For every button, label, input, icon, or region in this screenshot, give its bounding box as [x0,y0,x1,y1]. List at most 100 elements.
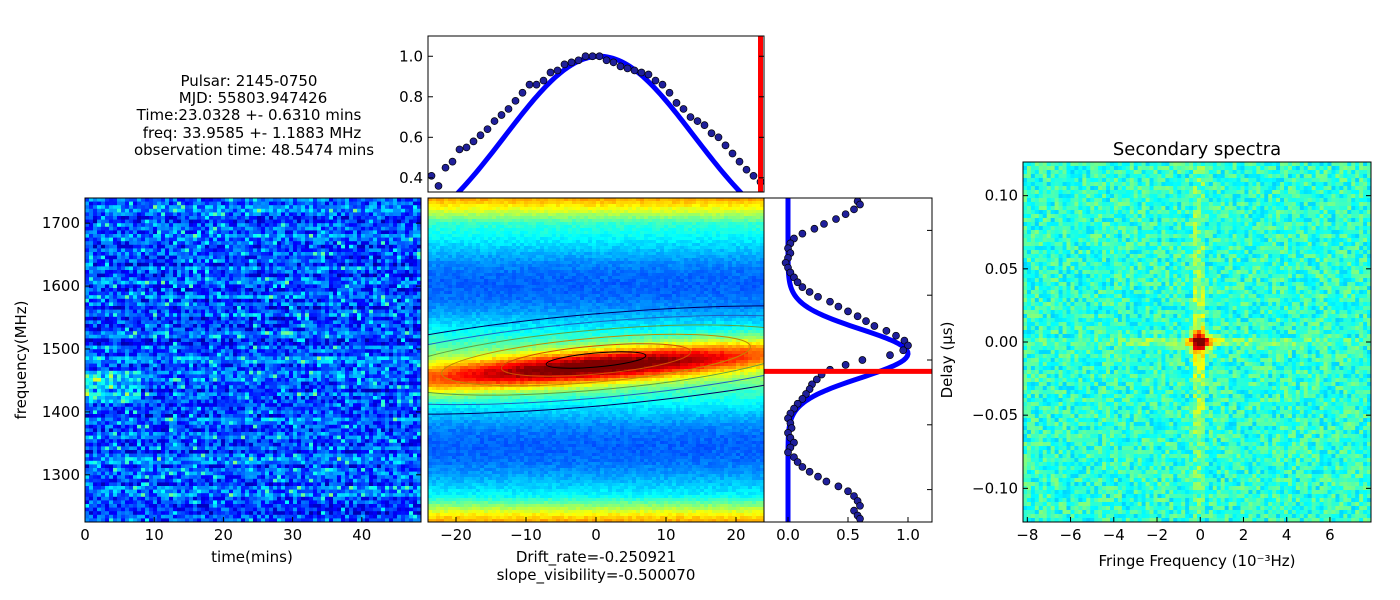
dynamic-spectrum-cell [353,291,358,296]
dynamic-spectrum-cell [305,241,310,246]
dynamic-spectrum-cell [101,313,106,318]
dynamic-spectrum-cell [321,255,326,260]
dynamic-spectrum-cell [165,270,170,274]
dynamic-spectrum-cell [201,406,206,411]
dynamic-spectrum-cell [205,309,210,314]
dynamic-spectrum-cell [361,388,366,393]
dynamic-spectrum-cell [289,237,294,242]
dynamic-spectrum-cell [413,219,418,224]
dynamic-spectrum-cell [321,385,326,390]
dynamic-spectrum-cell [269,255,274,260]
dynamic-spectrum-cell [229,324,234,328]
dynamic-spectrum-cell [193,248,198,253]
dynamic-spectrum-cell [325,237,330,242]
dynamic-spectrum-cell [365,205,370,210]
dynamic-spectrum-cell [329,270,334,274]
dynamic-spectrum-cell [253,309,258,314]
dynamic-spectrum-cell [289,302,294,307]
dynamic-spectrum-cell [341,360,346,364]
dynamic-spectrum-cell [137,399,142,404]
dynamic-spectrum-cell [301,331,306,336]
dynamic-spectrum-cell [233,280,238,285]
dynamic-spectrum-cell [225,360,230,364]
dynamic-spectrum-cell [241,342,246,346]
dynamic-spectrum-cell [257,212,262,217]
dynamic-spectrum-cell [289,392,294,397]
dynamic-spectrum-cell [197,331,202,336]
dynamic-spectrum-cell [221,316,226,321]
dynamic-spectrum-cell [185,198,190,202]
dynamic-spectrum-cell [313,349,318,354]
dynamic-spectrum-cell [221,291,226,296]
dynamic-spectrum-cell [293,352,298,357]
dynamic-spectrum-cell [369,302,374,307]
dynamic-spectrum-cell [293,234,298,238]
dynamic-spectrum-cell [213,298,218,303]
dynamic-spectrum-cell [225,349,230,354]
dynamic-spectrum-cell [165,198,170,202]
dynamic-spectrum-cell [417,306,421,310]
dynamic-spectrum-cell [257,385,262,390]
dynamic-spectrum-cell [333,295,338,300]
dynamic-spectrum-cell [385,316,390,321]
dynamic-spectrum-cell [257,392,262,397]
dynamic-spectrum-cell [93,338,98,343]
dynamic-spectrum-cell [241,280,246,285]
dynamic-spectrum-cell [213,410,218,415]
dynamic-spectrum-cell [409,302,414,307]
dynamic-spectrum-cell [253,370,258,375]
dynamic-spectrum-cell [297,262,302,267]
dynamic-spectrum-cell [125,298,130,303]
dynamic-spectrum-cell [169,237,174,242]
dynamic-spectrum-cell [349,338,354,343]
dynamic-spectrum-cell [85,313,90,318]
dynamic-spectrum-cell [185,270,190,274]
dynamic-spectrum-cell [145,320,150,325]
dynamic-spectrum-cell [161,259,166,264]
dynamic-spectrum-cell [305,223,310,228]
dynamic-spectrum-cell [361,381,366,386]
dynamic-spectrum-cell [409,374,414,379]
dynamic-spectrum-cell [153,367,158,372]
dynamic-spectrum-cell [301,266,306,271]
dynamic-spectrum-cell [313,252,318,256]
dynamic-spectrum-cell [293,230,298,235]
dynamic-spectrum-cell [257,388,262,393]
dynamic-spectrum-cell [105,298,110,303]
dynamic-spectrum-cell [297,324,302,328]
dynamic-spectrum-cell [101,316,106,321]
dynamic-spectrum-cell [397,291,402,296]
dynamic-spectrum-cell [173,367,178,372]
dynamic-spectrum-cell [181,331,186,336]
dynamic-spectrum-cell [89,262,94,267]
dynamic-spectrum-cell [321,266,326,271]
dynamic-spectrum-cell [285,327,290,332]
dynamic-spectrum-cell [153,262,158,267]
dynamic-spectrum-cell [205,399,210,404]
dynamic-spectrum-cell [369,277,374,282]
dynamic-spectrum-cell [353,363,358,368]
dynamic-spectrum-cell [385,370,390,375]
dynamic-spectrum-cell [241,266,246,271]
dynamic-spectrum-cell [185,255,190,260]
dynamic-spectrum-cell [217,403,222,408]
dynamic-spectrum-cell [301,244,306,249]
dynamic-spectrum-cell [189,374,194,379]
dynamic-spectrum-cell [381,403,386,408]
dynamic-spectrum-cell [345,378,350,382]
dynamic-spectrum-cell [397,277,402,282]
dynamic-spectrum-cell [189,338,194,343]
dynamic-spectrum-cell [145,360,150,364]
dynamic-spectrum-cell [105,306,110,310]
dynamic-spectrum-cell [209,219,214,224]
dynamic-spectrum-cell [361,259,366,264]
dynamic-spectrum-cell [369,234,374,238]
dynamic-spectrum-cell [261,226,266,231]
dynamic-spectrum-cell [249,327,254,332]
dynamic-spectrum-cell [373,363,378,368]
dynamic-spectrum-cell [353,266,358,271]
dynamic-spectrum-cell [221,201,226,206]
dynamic-spectrum-cell [157,259,162,264]
dynamic-spectrum-cell [89,273,94,278]
dynamic-spectrum-cell [345,291,350,296]
